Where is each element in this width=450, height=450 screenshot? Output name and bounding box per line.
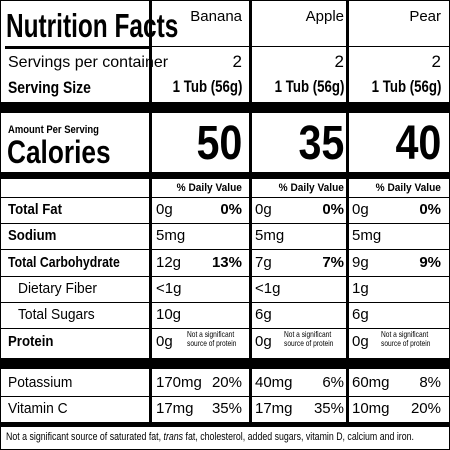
carbohydrate-dv-pear: 9% — [419, 254, 441, 271]
carbohydrate-dv-banana: 13% — [211, 254, 242, 271]
calories-pear: 40 — [395, 117, 441, 170]
daily-value-header-banana: % Daily Value — [176, 182, 242, 194]
calories-banana: 50 — [196, 117, 242, 170]
total-fat-dv-apple: 0% — [322, 201, 344, 218]
total-carbohydrate-label: Total Carbohydrate — [8, 254, 120, 271]
calories-label: Calories — [7, 134, 111, 170]
potassium-dv-pear: 8% — [419, 374, 441, 391]
sodium-label: Sodium — [8, 227, 57, 244]
footnote-part2: fat, cholesterol, added sugars, vitamin … — [183, 431, 414, 443]
column-divider — [346, 1, 349, 427]
rule — [1, 302, 449, 303]
rule-footnote — [1, 422, 449, 427]
footnote-trans: trans — [163, 431, 184, 443]
vitamin-c-dv-banana: 35% — [211, 400, 242, 417]
calories-apple: 35 — [298, 117, 344, 170]
carbohydrate-amount-banana: 12g — [156, 254, 182, 271]
vitamin-c-amount-banana: 17mg — [156, 400, 194, 417]
vitamin-c-amount-pear: 10mg — [352, 400, 390, 417]
serving-size-pear: 1 Tub (56g) — [371, 77, 441, 96]
thick-rule-vitamins — [1, 358, 449, 369]
column-name-banana: Banana — [190, 8, 242, 25]
vitamin-c-dv-pear: 20% — [410, 400, 441, 417]
rule — [1, 223, 449, 224]
total-fat-amount-apple: 0g — [255, 201, 272, 218]
total-fat-dv-pear: 0% — [419, 201, 441, 218]
serving-size-apple: 1 Tub (56g) — [274, 77, 344, 96]
servings-per-container-label: Servings per container — [8, 54, 169, 71]
carbohydrate-amount-pear: 9g — [352, 254, 369, 271]
sugars-amount-pear: 6g — [352, 306, 369, 323]
daily-value-header-pear: % Daily Value — [375, 182, 441, 194]
potassium-dv-banana: 20% — [211, 374, 242, 391]
sodium-amount-banana: 5mg — [156, 227, 186, 244]
servings-banana: 2 — [232, 52, 242, 71]
header-rule — [152, 46, 249, 47]
potassium-amount-pear: 60mg — [352, 374, 390, 391]
vitamin-c-amount-apple: 17mg — [255, 400, 293, 417]
protein-amount-banana: 0g — [156, 333, 173, 350]
amount-per-serving-label: Amount Per Serving — [8, 124, 99, 136]
protein-label: Protein — [8, 333, 54, 350]
header-rule — [252, 46, 346, 47]
rule — [1, 197, 449, 198]
rule — [1, 396, 449, 397]
total-fat-label: Total Fat — [8, 201, 63, 218]
dietary-fiber-label: Dietary Fiber — [18, 280, 97, 297]
total-fat-amount-pear: 0g — [352, 201, 369, 218]
sugars-amount-banana: 10g — [156, 306, 182, 323]
total-fat-amount-banana: 0g — [156, 201, 173, 218]
potassium-amount-apple: 40mg — [255, 374, 293, 391]
column-name-apple: Apple — [305, 8, 344, 25]
vitamin-c-dv-apple: 35% — [313, 400, 344, 417]
servings-pear: 2 — [431, 52, 441, 71]
column-divider — [249, 1, 252, 427]
rule — [1, 276, 449, 277]
carbohydrate-dv-apple: 7% — [322, 254, 344, 271]
serving-size-banana: 1 Tub (56g) — [172, 77, 242, 96]
protein-amount-pear: 0g — [352, 333, 369, 350]
rule — [1, 328, 449, 329]
label-title: Nutrition Facts — [6, 7, 179, 44]
protein-note-banana: Not a significant source of protein — [187, 329, 237, 348]
serving-size-label: Serving Size — [8, 78, 91, 97]
total-sugars-label: Total Sugars — [18, 306, 95, 323]
rule-calories — [1, 172, 449, 179]
thick-rule-serving — [1, 102, 449, 113]
column-divider — [149, 1, 152, 427]
column-name-pear: Pear — [409, 8, 441, 25]
fiber-amount-banana: <1g — [156, 280, 182, 297]
daily-value-header-apple: % Daily Value — [278, 182, 344, 194]
vitamin-c-label: Vitamin C — [8, 400, 68, 417]
fiber-amount-apple: <1g — [255, 280, 281, 297]
carbohydrate-amount-apple: 7g — [255, 254, 272, 271]
sodium-amount-pear: 5mg — [352, 227, 382, 244]
potassium-amount-banana: 170mg — [156, 374, 202, 391]
protein-amount-apple: 0g — [255, 333, 272, 350]
protein-note-apple: Not a significant source of protein — [284, 329, 334, 348]
footnote-part1: Not a significant source of saturated fa… — [6, 431, 164, 443]
sugars-amount-apple: 6g — [255, 306, 272, 323]
rule — [1, 249, 449, 250]
fiber-amount-pear: 1g — [352, 280, 369, 297]
footnote: Not a significant source of saturated fa… — [6, 431, 449, 444]
servings-apple: 2 — [334, 52, 344, 71]
sodium-amount-apple: 5mg — [255, 227, 285, 244]
header-rule — [349, 46, 449, 47]
protein-note-pear: Not a significant source of protein — [381, 329, 431, 348]
title-underline — [5, 46, 149, 49]
total-fat-dv-banana: 0% — [220, 201, 242, 218]
potassium-dv-apple: 6% — [322, 374, 344, 391]
potassium-label: Potassium — [8, 374, 73, 391]
